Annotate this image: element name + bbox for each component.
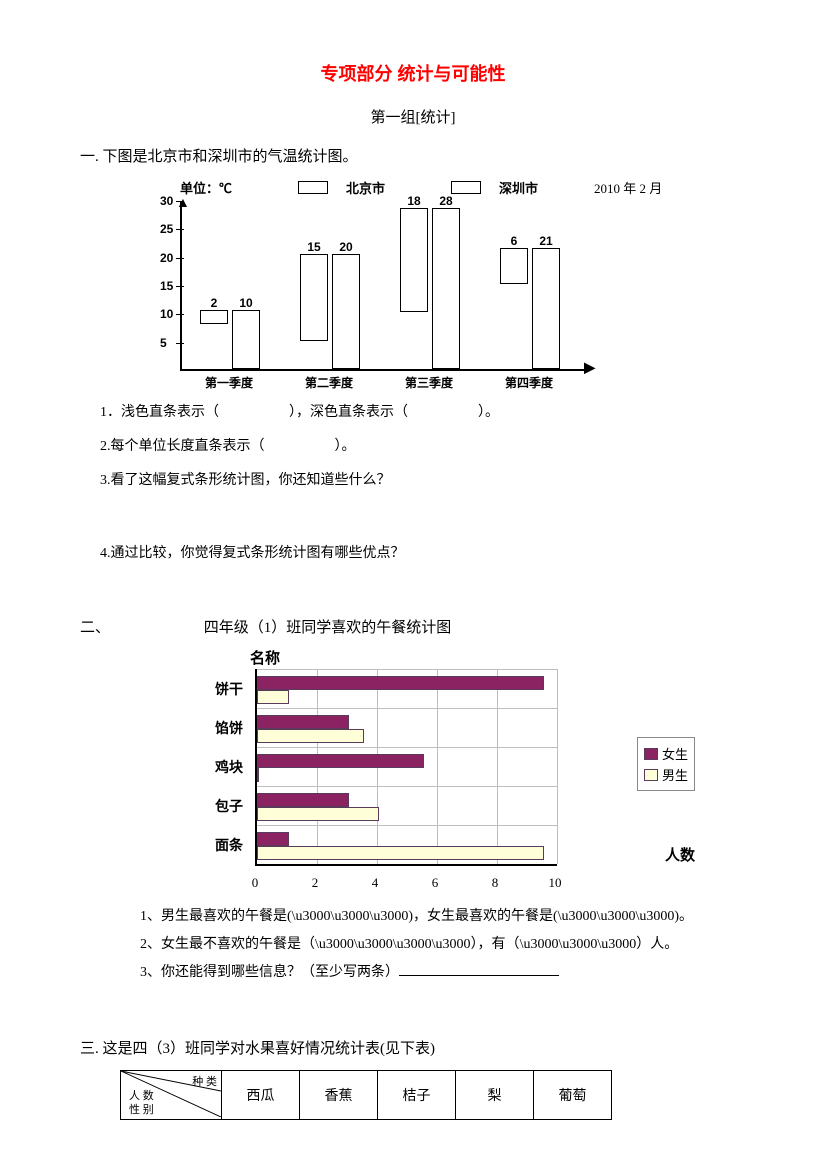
subtitle: 第一组[统计]	[80, 106, 746, 127]
s2-q3: 3、你还能得到哪些信息？（至少写两条）	[140, 959, 746, 987]
fruit-cell: 梨	[456, 1071, 534, 1120]
chart2-ylabel: 名称	[250, 647, 280, 668]
legend-box-a	[298, 181, 328, 194]
chart2-xlabel: 人数	[665, 844, 695, 865]
diagonal-header-cell: 种 类 人 数 性 别	[121, 1071, 222, 1120]
s1-q2: 2.每个单位长度直条表示（ ）。	[100, 435, 746, 459]
section2-heading: 二、 四年级（1）班同学喜欢的午餐统计图	[80, 616, 746, 637]
chart2-plot-area	[255, 669, 557, 866]
chart1-plot-area: ▲ ▶ 51015202530210第一季度1520第二季度1828第三季度62…	[130, 201, 590, 391]
fruit-cell: 葡萄	[534, 1071, 612, 1120]
chart2-container: 名称 人数 女生 男生 0246810饼干馅饼鸡块包子面条	[180, 647, 650, 897]
main-title: 专项部分 统计与可能性	[80, 60, 746, 86]
section3-heading: 三. 这是四（3）班同学对水果喜好情况统计表(见下表)	[80, 1037, 746, 1058]
diag-bot: 性 别	[129, 1101, 154, 1117]
s1-q1: 1．浅色直条表示（ ），深色直条表示（ ）。	[100, 401, 746, 425]
answer-line[interactable]	[399, 961, 559, 976]
fruit-cell: 西瓜	[222, 1071, 300, 1120]
s1-q3: 3.看了这幅复式条形统计图，你还知道些什么？	[100, 469, 746, 493]
chart2-legend: 女生 男生	[637, 737, 695, 791]
section2-questions: 1、男生最喜欢的午餐是(\u3000\u3000\u3000)，女生最喜欢的午餐…	[140, 903, 746, 987]
diag-top: 种 类	[192, 1073, 217, 1089]
section1-heading: 一. 下图是北京市和深圳市的气温统计图。	[80, 145, 746, 166]
fruit-cell: 香蕉	[300, 1071, 378, 1120]
s2-q2: 2、女生最不喜欢的午餐是（\u3000\u3000\u3000\u3000），有…	[140, 931, 746, 959]
s1-q4: 4.通过比较，你觉得复式条形统计图有哪些优点？	[100, 542, 746, 566]
chart1-container: 单位：℃ 北京市 深圳市 2010 年 2 月 ▲ ▶ 510152025302…	[130, 178, 746, 391]
legend-girl: 女生	[644, 744, 688, 763]
fruit-table: 种 类 人 数 性 别 西瓜 香蕉 桔子 梨 葡萄	[120, 1070, 612, 1120]
legend-boy: 男生	[644, 765, 688, 784]
legend-a: 北京市	[346, 178, 385, 197]
chart1-date: 2010 年 2 月	[594, 178, 662, 197]
fruit-cell: 桔子	[378, 1071, 456, 1120]
chart1-header: 单位：℃ 北京市 深圳市 2010 年 2 月	[130, 178, 746, 197]
section2-prefix: 二、	[80, 620, 110, 636]
worksheet-page: 专项部分 统计与可能性 第一组[统计] 一. 下图是北京市和深圳市的气温统计图。…	[0, 0, 826, 1160]
chart1-unit: 单位：℃	[180, 178, 232, 197]
table-row: 种 类 人 数 性 别 西瓜 香蕉 桔子 梨 葡萄	[121, 1071, 612, 1120]
xaxis	[180, 369, 590, 371]
fruit-table-wrap: 种 类 人 数 性 别 西瓜 香蕉 桔子 梨 葡萄	[120, 1070, 746, 1120]
yaxis-arrow-icon: ▲	[176, 196, 190, 212]
legend-box-b	[451, 181, 481, 194]
legend-b: 深圳市	[499, 178, 538, 197]
xaxis-arrow-icon: ▶	[584, 360, 595, 377]
s2-q1: 1、男生最喜欢的午餐是(\u3000\u3000\u3000)，女生最喜欢的午餐…	[140, 903, 746, 931]
chart2-title: 四年级（1）班同学喜欢的午餐统计图	[204, 616, 452, 637]
